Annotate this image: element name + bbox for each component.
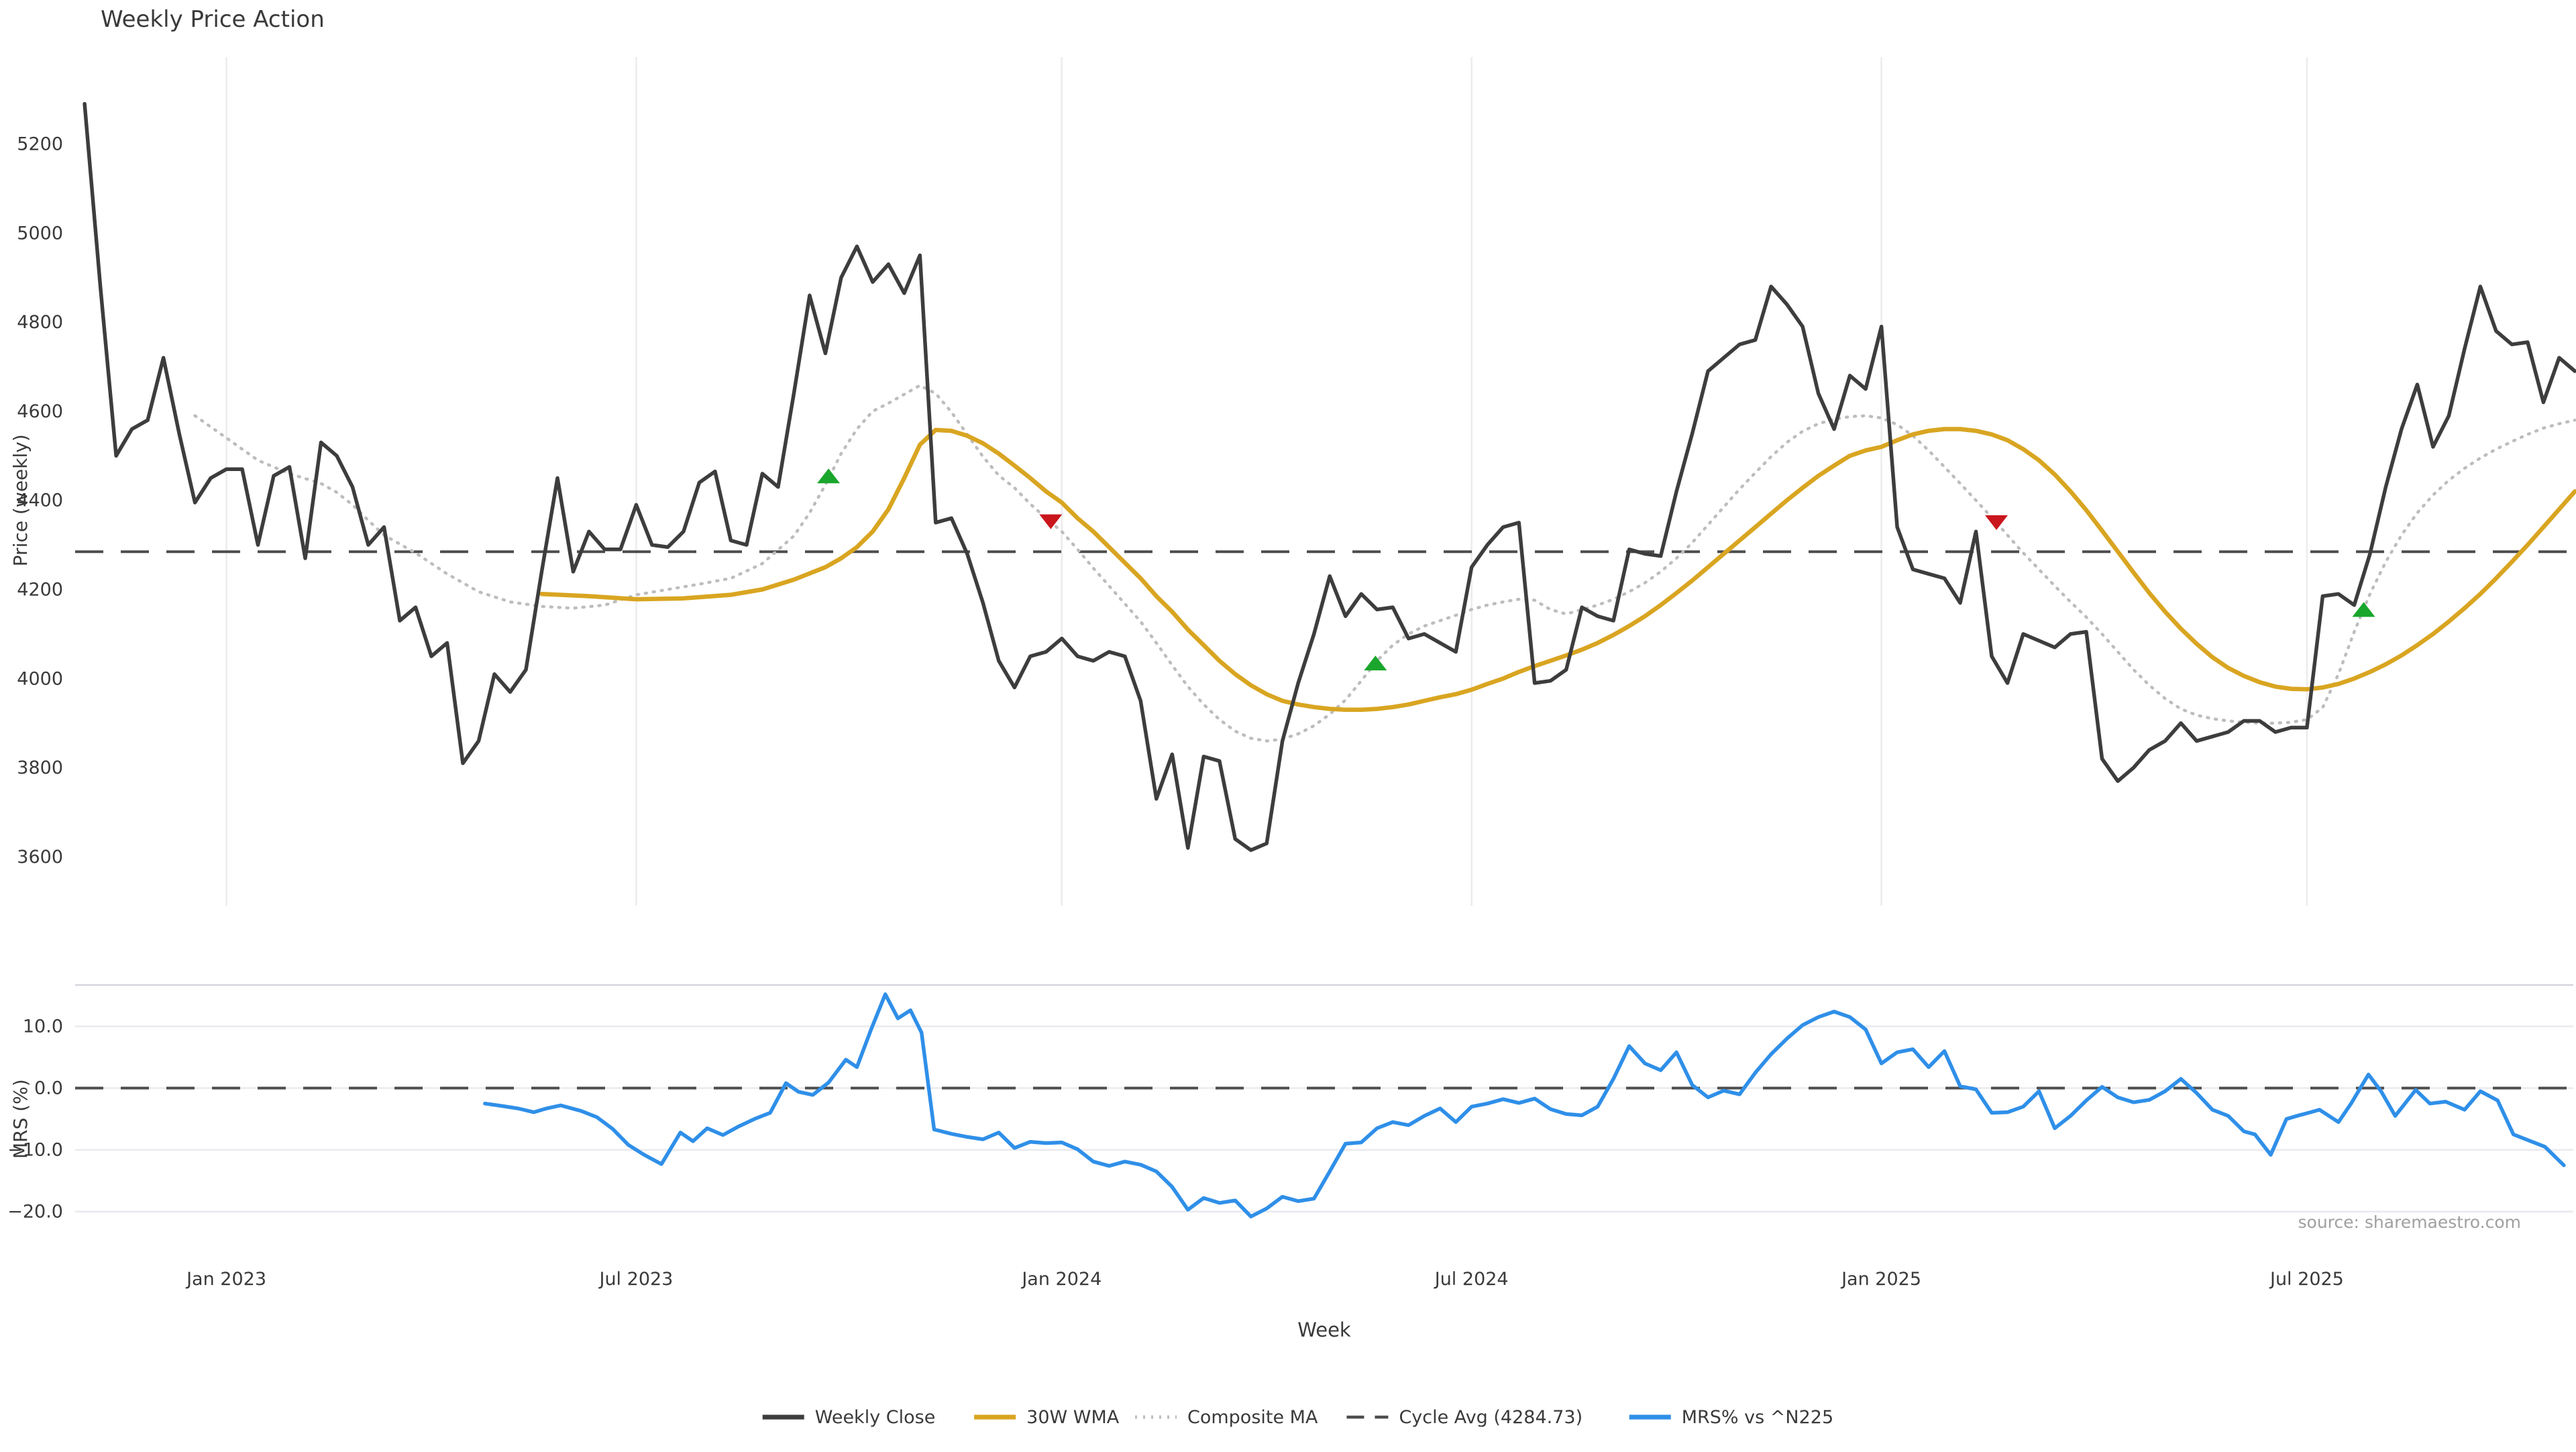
price-ytick-label: 3800 <box>17 758 63 778</box>
axes-text: Weekly Price Action 3600 3800 4000 4200 4400 4… <box>7 6 2521 1341</box>
legend-label: 30W WMA <box>1026 1407 1120 1428</box>
legend-item: Weekly Close <box>762 1407 936 1428</box>
legend-item: Composite MA <box>1135 1407 1318 1428</box>
legend-label: MRS% vs ^N225 <box>1682 1407 1833 1428</box>
price-ytick-label: 4400 <box>17 490 63 511</box>
legend-label: Cycle Avg (4284.73) <box>1399 1407 1582 1428</box>
sell-signal-marker <box>1985 515 2008 530</box>
composite-ma-line <box>193 384 2576 743</box>
legend-label: Weekly Close <box>815 1407 936 1428</box>
legend-item: 30W WMA <box>974 1407 1120 1428</box>
price-axis-label: Price (weekly) <box>9 434 32 566</box>
xtick-label: Jan 2024 <box>1020 1269 1102 1290</box>
xtick-label: Jan 2025 <box>1840 1269 1921 1290</box>
mrs-line <box>483 992 2566 1218</box>
price-ytick-label: 3600 <box>17 847 63 868</box>
xtick-label: Jul 2024 <box>1434 1269 1509 1290</box>
buy-signal-marker <box>1364 656 1387 671</box>
price-ytick-label: 4800 <box>17 312 63 333</box>
price-panel <box>75 57 2576 906</box>
price-ytick-label: 5200 <box>17 134 63 154</box>
wma-30w-line <box>539 427 2576 713</box>
mrs-ytick-label: 10.0 <box>23 1017 63 1037</box>
legend: Weekly Close 30W WMA Composite MA Cycle Avg… <box>762 1407 1833 1428</box>
price-ytick-label: 5000 <box>17 223 63 244</box>
source-note: source: sharemaestro.com <box>2298 1212 2522 1232</box>
buy-signal-marker <box>2352 602 2375 617</box>
price-ytick-label: 4600 <box>17 401 63 422</box>
legend-item: Cycle Avg (4284.73) <box>1346 1407 1582 1428</box>
weekly-close-line <box>83 101 2576 852</box>
buy-signal-marker <box>817 468 841 484</box>
price-ytick-label: 4200 <box>17 580 63 601</box>
price-ytick-label: 4000 <box>17 668 63 689</box>
legend-label: Composite MA <box>1187 1407 1318 1428</box>
mrs-ytick-label: −10.0 <box>7 1140 63 1161</box>
mrs-axis-label: MRS (%) <box>9 1079 32 1159</box>
sell-signal-marker <box>1039 514 1063 529</box>
mrs-ytick-label: −20.0 <box>7 1202 63 1223</box>
mrs-ytick-label: 0.0 <box>34 1078 63 1099</box>
page-title: Weekly Price Action <box>101 6 325 33</box>
mrs-panel <box>75 984 2573 1218</box>
xtick-label: Jul 2023 <box>598 1269 673 1290</box>
xtick-label: Jan 2023 <box>185 1269 266 1290</box>
x-axis-label: Week <box>1297 1318 1351 1341</box>
xtick-label: Jul 2025 <box>2269 1269 2344 1290</box>
legend-item: MRS% vs ^N225 <box>1629 1407 1833 1428</box>
